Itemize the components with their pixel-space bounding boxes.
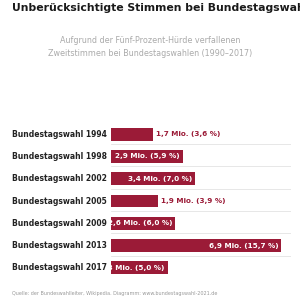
Bar	[111, 261, 168, 274]
Bar	[111, 217, 175, 230]
Bar	[111, 150, 182, 163]
Text: Bundestagswahl 2005: Bundestagswahl 2005	[12, 196, 106, 206]
Text: Bundestagswahl 1998: Bundestagswahl 1998	[11, 152, 106, 161]
Text: 2,6 Mio. (6,0 %): 2,6 Mio. (6,0 %)	[108, 220, 172, 226]
Bar	[111, 128, 153, 141]
Text: Unberücksichtigte Stimmen bei Bundestagswahlen: Unberücksichtigte Stimmen bei Bundestags…	[12, 3, 300, 13]
Text: Bundestagswahl 2013: Bundestagswahl 2013	[12, 241, 106, 250]
Bar	[111, 239, 281, 252]
Text: Bundestagswahl 2017: Bundestagswahl 2017	[11, 263, 106, 272]
Bar	[111, 194, 158, 208]
Text: 2,9 Mio. (5,9 %): 2,9 Mio. (5,9 %)	[115, 153, 179, 159]
Text: 1,7 Mio. (3,6 %): 1,7 Mio. (3,6 %)	[156, 131, 220, 137]
Text: 1,9 Mio. (3,9 %): 1,9 Mio. (3,9 %)	[161, 198, 225, 204]
Text: 2,3 Mio. (5,0 %): 2,3 Mio. (5,0 %)	[100, 265, 165, 271]
Bar	[111, 172, 195, 185]
Text: Quelle: der Bundeswahlleiter, Wikipedia. Diagramm: www.bundestagswahl-2021.de: Quelle: der Bundeswahlleiter, Wikipedia.…	[12, 290, 217, 296]
Text: 3,4 Mio. (7,0 %): 3,4 Mio. (7,0 %)	[128, 176, 192, 182]
Text: 6,9 Mio. (15,7 %): 6,9 Mio. (15,7 %)	[208, 243, 278, 249]
Text: Bundestagswahl 2002: Bundestagswahl 2002	[12, 174, 106, 183]
Text: Bundestagswahl 2009: Bundestagswahl 2009	[12, 219, 106, 228]
Text: Aufgrund der Fünf-Prozent-Hürde verfallenen
Zweitstimmen bei Bundestagswahlen (1: Aufgrund der Fünf-Prozent-Hürde verfalle…	[48, 36, 252, 58]
Text: Bundestagswahl 1994: Bundestagswahl 1994	[12, 130, 106, 139]
